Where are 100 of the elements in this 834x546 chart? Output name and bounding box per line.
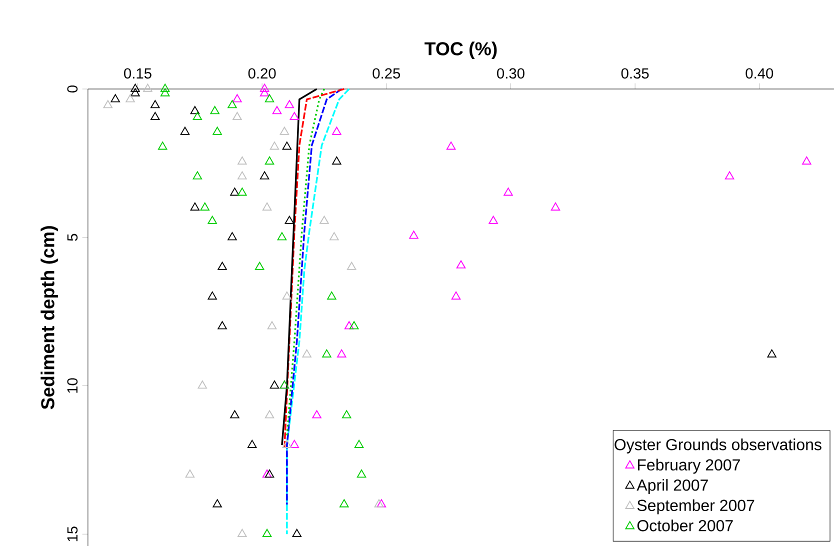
point <box>228 100 237 108</box>
point <box>190 106 200 114</box>
point <box>192 171 202 180</box>
point <box>767 349 776 358</box>
x-tick-label: 0.30 <box>497 68 524 79</box>
point <box>282 291 292 300</box>
point <box>230 410 240 418</box>
point <box>337 349 346 358</box>
point <box>192 112 202 120</box>
x-tick-label: 0.40 <box>746 68 774 79</box>
y-axis-title: Sediment depth (cm) <box>40 226 58 410</box>
point <box>264 156 274 165</box>
point <box>218 262 227 270</box>
point <box>374 499 384 508</box>
y-tick-label: 15 <box>67 526 78 542</box>
legend-title: Oyster Grounds observations <box>614 438 822 454</box>
point <box>210 106 220 114</box>
point <box>218 321 227 330</box>
point <box>332 126 342 135</box>
point <box>312 410 322 418</box>
point <box>212 126 222 135</box>
point <box>160 88 170 96</box>
point <box>150 112 160 120</box>
point <box>232 112 242 120</box>
point <box>260 84 270 92</box>
point <box>320 216 329 224</box>
point <box>260 88 270 96</box>
legend-label: October 2007 <box>637 520 733 532</box>
point <box>270 380 280 389</box>
point <box>488 216 498 224</box>
point <box>284 100 294 108</box>
point <box>198 380 208 389</box>
point <box>208 291 217 300</box>
point <box>230 188 240 196</box>
point <box>238 188 247 196</box>
point <box>180 126 190 135</box>
point <box>238 171 247 180</box>
point <box>126 94 135 102</box>
point <box>228 232 237 240</box>
point <box>262 202 272 211</box>
point <box>267 321 277 330</box>
point <box>247 440 257 448</box>
point <box>238 156 247 165</box>
point <box>254 262 264 270</box>
point <box>456 260 466 268</box>
point <box>270 142 280 150</box>
point <box>284 216 294 224</box>
point <box>327 291 336 300</box>
legend-label: February 2007 <box>638 458 740 474</box>
x-tick-label: 0.25 <box>372 68 400 79</box>
point <box>190 202 200 211</box>
point <box>232 94 242 102</box>
point <box>282 440 292 448</box>
point <box>802 156 812 165</box>
point <box>504 188 513 196</box>
legend-label: April 2007 <box>636 479 708 494</box>
x-tick-label: 0.15 <box>124 68 152 79</box>
point <box>354 440 364 448</box>
point <box>238 528 247 538</box>
line-series <box>286 88 350 536</box>
point <box>264 470 274 478</box>
point <box>346 262 356 270</box>
point <box>260 171 270 180</box>
x-axis-title: TOC (%) <box>424 42 497 60</box>
point <box>160 84 170 92</box>
legend-label: September 2007 <box>637 499 754 514</box>
point <box>349 321 359 330</box>
point <box>292 528 302 538</box>
point <box>143 84 152 92</box>
point <box>322 349 332 358</box>
point <box>290 112 300 120</box>
point <box>110 94 120 102</box>
point <box>290 440 300 448</box>
point <box>103 100 113 108</box>
y-tick-label: 5 <box>67 234 78 241</box>
point <box>150 100 160 108</box>
point <box>409 230 418 239</box>
y-tick-label: 10 <box>67 378 78 393</box>
point <box>130 84 140 92</box>
point <box>446 142 456 150</box>
point <box>724 171 734 180</box>
point <box>282 142 292 150</box>
x-tick-label: 0.20 <box>248 68 276 79</box>
point <box>185 470 195 478</box>
point <box>330 232 339 240</box>
point <box>264 94 274 102</box>
line-series <box>286 88 343 506</box>
point <box>550 202 560 211</box>
point <box>302 349 312 358</box>
point <box>342 410 352 418</box>
point <box>280 126 290 135</box>
point <box>344 321 354 330</box>
point <box>262 528 272 538</box>
point <box>208 216 217 224</box>
point <box>158 142 168 150</box>
point <box>356 470 366 478</box>
point <box>272 106 282 114</box>
point <box>264 410 274 418</box>
point <box>212 499 222 508</box>
point <box>130 88 140 96</box>
